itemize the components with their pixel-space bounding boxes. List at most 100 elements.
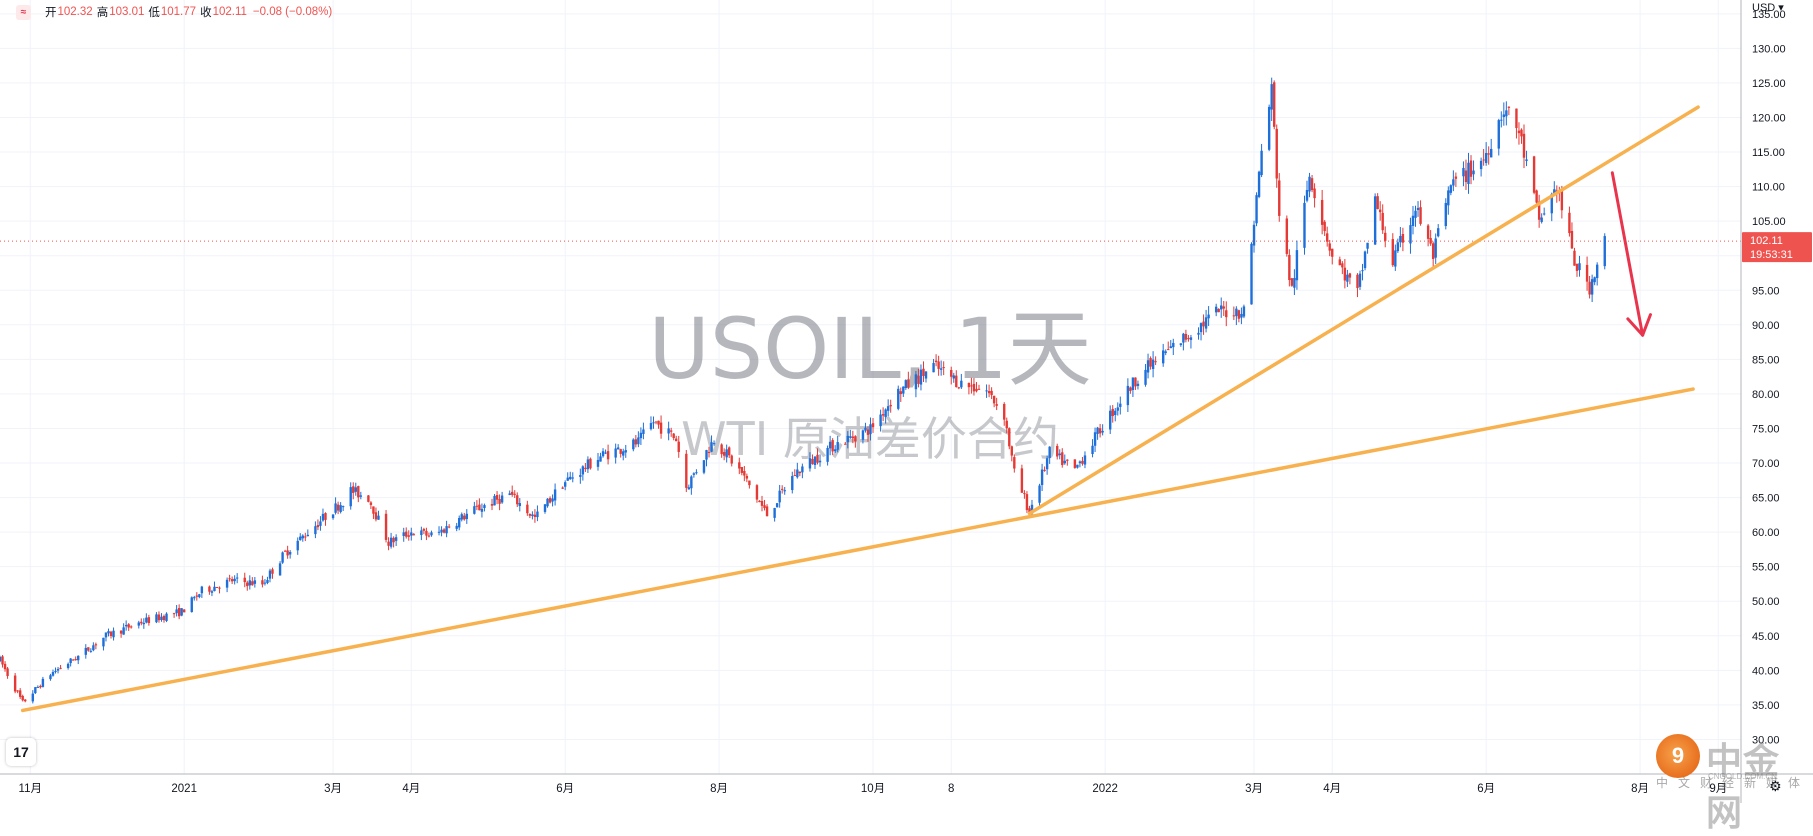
candle-body	[1391, 239, 1394, 266]
candle-body	[1310, 178, 1314, 191]
candle-body	[175, 609, 178, 614]
candle-body	[1197, 332, 1200, 335]
candle-body	[783, 490, 786, 492]
candle-body	[288, 551, 292, 555]
candle-body	[833, 449, 837, 452]
candle-body	[866, 429, 870, 435]
candle-body	[1568, 212, 1571, 234]
price-tick-label: 85.00	[1752, 354, 1780, 366]
candle-body	[162, 615, 166, 621]
candle-body	[1331, 248, 1334, 257]
candle-body	[1250, 243, 1253, 305]
tradingview-logo-icon[interactable]: 17	[6, 738, 36, 766]
close-label: 收	[200, 7, 212, 19]
candle-body	[1257, 171, 1261, 197]
currency-selector[interactable]: USD ▾	[1752, 2, 1784, 14]
drawings[interactable]	[20, 105, 1700, 713]
candle-body	[687, 487, 691, 490]
candle-body	[1225, 310, 1228, 318]
candle-body	[1444, 202, 1447, 227]
candle-body	[1048, 446, 1051, 458]
time-tick-label: 2022	[1092, 783, 1118, 795]
candle-body	[1091, 445, 1094, 455]
candle-body	[917, 375, 920, 384]
candle-body	[246, 582, 249, 587]
candle-body	[1525, 159, 1528, 162]
candle-body	[649, 423, 653, 430]
candle-body	[1542, 213, 1546, 215]
candle-body	[1025, 494, 1029, 511]
candle-body	[225, 579, 229, 588]
price-tick-label: 55.00	[1752, 562, 1780, 574]
candle-body	[478, 504, 481, 511]
candle-body	[614, 448, 617, 458]
candle-body	[1167, 349, 1170, 351]
price-tick-label: 125.00	[1752, 78, 1786, 90]
candle-body	[1003, 403, 1006, 420]
candle-body	[526, 504, 529, 514]
candle-body	[1522, 133, 1526, 158]
candle-body	[165, 613, 168, 621]
candle-body	[932, 363, 935, 373]
candle-body	[87, 647, 90, 651]
candle-body	[1028, 508, 1031, 513]
candle-body	[543, 504, 547, 512]
candle-body	[992, 395, 996, 404]
candle-body	[1232, 315, 1236, 317]
candle-body	[579, 474, 582, 477]
time-axis[interactable]: 11月 2021 3月 4月 6月 8月 10月 8 2022 3月 4月 6月 8月 9月	[0, 773, 1813, 795]
candle-body	[1184, 333, 1188, 340]
candle-body	[616, 447, 620, 450]
candle-body	[584, 467, 587, 470]
symbol-logo-icon[interactable]: ≈	[16, 4, 31, 20]
gear-icon[interactable]: ⚙	[1769, 778, 1782, 794]
candle-body	[1101, 430, 1104, 433]
candle-body	[695, 472, 698, 474]
candle-body	[124, 624, 128, 627]
price-tick-label: 105.00	[1752, 216, 1786, 228]
candle-body	[460, 514, 463, 520]
candle-body	[243, 577, 246, 583]
candle-body	[1464, 170, 1468, 183]
candle-body	[1204, 317, 1208, 329]
candle-body	[425, 530, 428, 536]
candle-body	[922, 368, 925, 376]
candle-body	[1603, 236, 1606, 267]
candle-body	[268, 570, 272, 579]
candle-body	[518, 503, 521, 507]
candle-body	[177, 608, 181, 617]
price-tick-label: 35.00	[1752, 700, 1780, 712]
candle-body	[738, 462, 741, 469]
candle-body	[1293, 277, 1296, 288]
candle-body	[755, 485, 759, 500]
candle-body	[190, 597, 193, 613]
open-value: 102.32	[57, 6, 93, 18]
candle-body	[1217, 308, 1220, 313]
candle-body	[1290, 278, 1294, 286]
candle-body	[1502, 114, 1506, 118]
candle-body	[157, 614, 161, 621]
candle-body	[685, 453, 688, 488]
candle-body	[1431, 243, 1435, 259]
time-tick-label: 8月	[710, 783, 728, 795]
price-chart[interactable]: USOIL, 1天 WTI 原油差价合约 30.00 35.00 40.00 45.0…	[0, 0, 1813, 803]
candle-body	[793, 475, 797, 477]
candle-body	[1376, 196, 1379, 209]
candle-body	[480, 508, 484, 512]
candle-body	[1038, 485, 1041, 503]
candle-body	[349, 487, 352, 507]
candle-body	[924, 371, 928, 379]
candle-body	[846, 435, 849, 443]
candle-body	[657, 420, 660, 425]
candle-body	[816, 454, 819, 463]
candle-body	[41, 678, 45, 687]
candle-body	[634, 439, 638, 445]
candle-body	[1056, 445, 1059, 457]
price-axis[interactable]: 30.00 35.00 40.00 45.00 50.00 55.00 60.00 65.00…	[1740, 0, 1786, 803]
candle-body	[881, 414, 885, 416]
candle-body	[1073, 459, 1077, 468]
candle-body	[801, 466, 804, 473]
candle-body	[1222, 306, 1225, 309]
candle-body	[1449, 185, 1453, 193]
candle-body	[1447, 190, 1450, 206]
